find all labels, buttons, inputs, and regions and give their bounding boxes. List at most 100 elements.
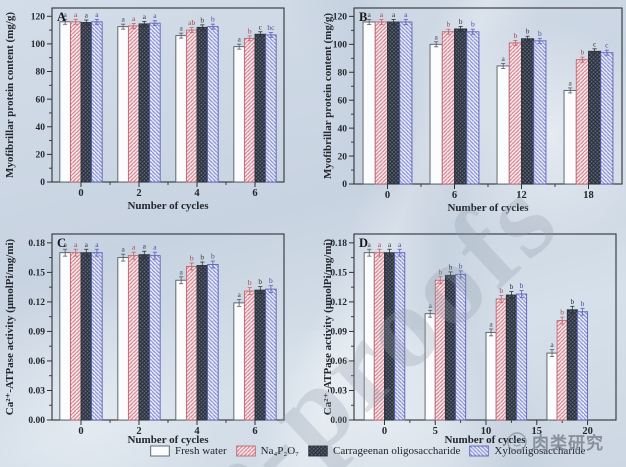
bar-D-na-3 — [556, 320, 568, 421]
significance-letter: a — [132, 14, 136, 23]
significance-letter: a — [63, 10, 67, 19]
significance-letter: a — [489, 319, 493, 328]
bar-A-carr-0 — [80, 22, 93, 183]
x-tick-label: 10 — [481, 426, 492, 437]
significance-letter: b — [514, 31, 518, 40]
y-tick-label: 0.18 — [28, 239, 45, 249]
bar-D-fresh-1 — [424, 313, 436, 421]
y-tick-label: 0 — [40, 178, 45, 188]
bar-A-xylo-2 — [207, 26, 219, 183]
significance-letter: a — [143, 242, 147, 251]
bar-D-carr-3 — [566, 309, 578, 421]
y-tick-label: 0.18 — [330, 239, 347, 249]
significance-letter: a — [74, 240, 78, 249]
significance-letter: c — [605, 41, 609, 50]
legend-item-fresh: Fresh water — [150, 445, 227, 457]
y-tick-label: 120 — [31, 12, 46, 22]
y-tick-label: 100 — [333, 41, 348, 51]
bar-D-na-1 — [434, 279, 446, 421]
bar-D-fresh-2 — [485, 331, 497, 421]
significance-letter: a — [398, 240, 402, 249]
panel-letter: C — [57, 236, 66, 250]
bar-D-na-2 — [495, 298, 507, 421]
bar-C-carr-1 — [138, 254, 151, 421]
bar-C-carr-0 — [80, 252, 93, 421]
significance-letter: a — [179, 24, 183, 33]
significance-letter: b — [510, 282, 514, 291]
x-tick-label: 5 — [433, 426, 438, 437]
significance-letter: b — [581, 48, 585, 57]
y-tick-label: 0.15 — [330, 269, 347, 279]
bar-B-fresh-2 — [496, 65, 510, 185]
x-tick-label: 20 — [582, 426, 593, 437]
plot-frame — [353, 233, 617, 421]
x-tick-label: 0 — [78, 426, 83, 437]
significance-letter: b — [248, 26, 252, 35]
legend-swatch-fresh — [150, 445, 170, 457]
significance-letter: a — [121, 15, 125, 24]
bar-B-xylo-1 — [466, 31, 480, 185]
bar-C-carr-2 — [196, 265, 209, 421]
stamp-text: 肉类研究 — [532, 434, 604, 453]
bar-C-xylo-3 — [265, 288, 277, 421]
significance-letter: a — [95, 240, 99, 249]
bar-B-carr-1 — [454, 28, 468, 185]
significance-letter: b — [538, 29, 542, 38]
x-tick-label: 6 — [252, 188, 257, 199]
significance-letter: a — [153, 11, 157, 20]
bar-C-fresh-0 — [59, 252, 71, 421]
bar-B-fresh-3 — [563, 89, 577, 185]
significance-letter: ab — [188, 18, 195, 27]
y-tick-label: 0 — [342, 180, 347, 190]
significance-letter: b — [526, 27, 530, 36]
y-tick-label: 20 — [36, 151, 46, 161]
chart-panel-C: 0.00 0.03 0.06 0.09 0.12 0.15 0.18 0 2 4 6 a a a a a a b b… — [0, 224, 320, 446]
y-tick-label: 0.15 — [28, 269, 45, 279]
y-axis-title: Myofibrillar protein content (mg/g) — [322, 13, 334, 179]
bar-B-carr-3 — [588, 50, 602, 185]
bar-A-na-0 — [69, 21, 82, 183]
significance-letter: b — [211, 15, 215, 24]
y-tick-label: 120 — [333, 13, 348, 23]
bar-D-xylo-2 — [516, 293, 528, 421]
bar-C-na-3 — [243, 290, 256, 421]
significance-letter: a — [388, 240, 392, 249]
significance-letter: b — [459, 17, 463, 26]
bar-B-na-1 — [441, 31, 455, 185]
bar-C-xylo-0 — [91, 252, 103, 421]
y-axis-title: Myofibrillar protein content (mg/g) — [4, 12, 16, 178]
significance-letter: b — [459, 261, 463, 270]
significance-letter: b — [248, 278, 252, 287]
bar-D-na-0 — [373, 252, 385, 421]
chart-panel-A: 0 20 40 60 80 100 120 0 2 4 6 a a a a a a ab b a a b c a a b bc Num… — [0, 0, 320, 224]
legend-item-xylo: Xylooligosaccharide — [469, 445, 585, 457]
bar-D-xylo-0 — [394, 252, 406, 421]
significance-letter: a — [550, 340, 554, 349]
significance-letter: a — [368, 240, 372, 249]
bar-A-xylo-1 — [149, 22, 161, 183]
significance-letter: b — [269, 276, 273, 285]
y-tick-label: 40 — [36, 123, 46, 133]
significance-letter: a — [237, 290, 241, 299]
chart-panel-D: 0.00 0.03 0.06 0.09 0.12 0.15 0.18 0 5 10 15 20 a a a a… — [318, 224, 626, 446]
bar-D-fresh-3 — [546, 352, 558, 421]
y-axis-title: Ca²⁺-ATPase activity (μmolPi/mg/mi) — [322, 238, 334, 415]
bar-D-carr-2 — [505, 294, 517, 421]
bar-A-na-3 — [243, 37, 256, 183]
y-tick-label: 0.03 — [28, 387, 45, 397]
significance-letter: c — [259, 22, 263, 31]
significance-letter: a — [179, 267, 183, 276]
y-tick-label: 0.12 — [330, 298, 347, 308]
bar-A-carr-3 — [254, 33, 267, 183]
panel-letter: B — [359, 10, 367, 24]
x-tick-label: 0 — [78, 188, 83, 199]
y-tick-label: 100 — [31, 40, 46, 50]
bar-B-xylo-2 — [533, 40, 547, 185]
bar-B-xylo-0 — [399, 21, 413, 185]
bar-C-carr-3 — [254, 289, 267, 421]
bar-C-fresh-3 — [233, 302, 245, 421]
significance-letter: b — [200, 253, 204, 262]
bar-C-na-1 — [127, 255, 140, 421]
significance-letter: b — [449, 262, 453, 271]
